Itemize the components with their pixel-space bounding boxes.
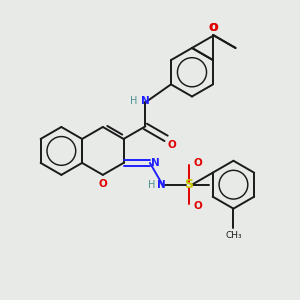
Text: O: O [208,23,217,33]
Text: O: O [210,23,218,33]
Text: N: N [141,97,150,106]
Text: N: N [157,180,165,190]
Text: O: O [194,201,203,211]
Text: H: H [148,180,156,190]
Text: CH₃: CH₃ [225,231,242,240]
Text: O: O [194,158,203,168]
Text: O: O [98,178,107,189]
Text: H: H [130,97,138,106]
Text: N: N [152,158,160,168]
Text: S: S [184,178,193,191]
Text: O: O [168,140,176,150]
